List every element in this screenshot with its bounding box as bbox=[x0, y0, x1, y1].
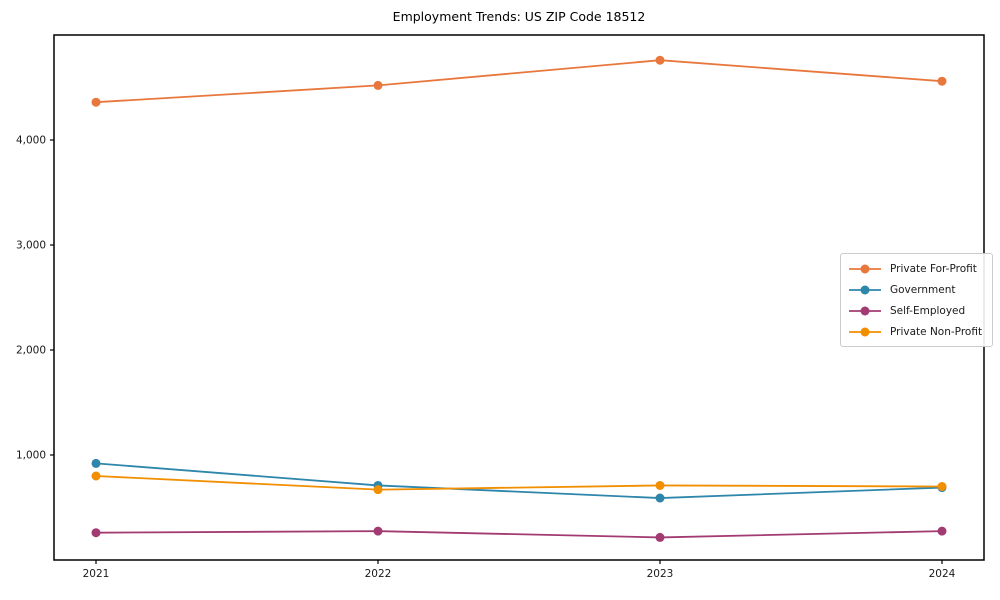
data-point bbox=[91, 471, 101, 481]
series-self-employed bbox=[91, 526, 947, 542]
legend-item: Private Non-Profit bbox=[848, 321, 982, 342]
x-tick-label: 2022 bbox=[365, 568, 392, 580]
y-tick-label: 3,000 bbox=[16, 240, 46, 252]
legend-label: Self-Employed bbox=[890, 304, 966, 317]
data-point bbox=[655, 55, 665, 65]
data-point bbox=[655, 532, 665, 542]
series-private-non-profit bbox=[91, 471, 947, 495]
legend-item: Private For-Profit bbox=[848, 258, 982, 279]
y-tick-label: 1,000 bbox=[16, 450, 46, 462]
chart-title: Employment Trends: US ZIP Code 18512 bbox=[392, 9, 646, 24]
legend-label: Private Non-Profit bbox=[890, 325, 983, 338]
data-point bbox=[655, 493, 665, 503]
data-point bbox=[937, 76, 947, 86]
legend-swatch-line-marker-icon bbox=[849, 285, 881, 294]
data-point bbox=[655, 480, 665, 490]
x-tick-label: 2023 bbox=[647, 568, 674, 580]
series-private-for-profit bbox=[91, 55, 947, 107]
data-point bbox=[91, 97, 101, 107]
legend-swatch-line-marker-icon bbox=[849, 327, 881, 336]
series-government bbox=[91, 458, 947, 503]
legend-label: Government bbox=[890, 283, 956, 296]
legend-label: Private For-Profit bbox=[890, 262, 977, 275]
legend-swatch-line-marker-icon bbox=[849, 306, 881, 315]
x-tick-label: 2021 bbox=[83, 568, 110, 580]
legend-item: Government bbox=[848, 279, 982, 300]
x-tick-label: 2024 bbox=[929, 568, 956, 580]
y-axis-ticks: 1,000 2,000 3,000 4,000 bbox=[16, 135, 54, 462]
x-axis-ticks: 2021 2022 2023 2024 bbox=[83, 560, 956, 580]
data-point bbox=[91, 458, 101, 468]
legend: Private For-Profit Government Self-Employe… bbox=[840, 253, 994, 347]
data-point bbox=[373, 485, 383, 495]
data-point bbox=[937, 526, 947, 536]
legend-item: Self-Employed bbox=[848, 300, 982, 321]
y-tick-label: 2,000 bbox=[16, 345, 46, 357]
y-tick-label: 4,000 bbox=[16, 135, 46, 147]
data-point bbox=[373, 80, 383, 90]
legend-swatch-line-marker-icon bbox=[849, 264, 881, 273]
data-point bbox=[91, 528, 101, 538]
data-point bbox=[373, 526, 383, 536]
data-point bbox=[937, 482, 947, 491]
